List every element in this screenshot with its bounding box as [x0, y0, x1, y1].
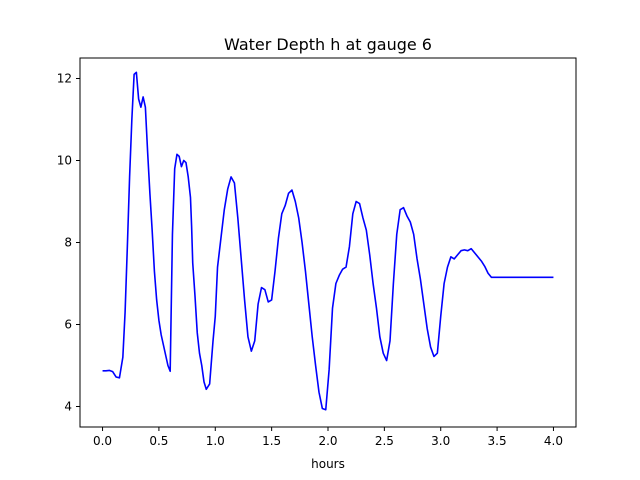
- x-tick-label: 3.5: [488, 434, 507, 448]
- chart-title: Water Depth h at gauge 6: [224, 35, 432, 54]
- x-tick-label: 4.0: [544, 434, 563, 448]
- x-tick-label: 1.0: [206, 434, 225, 448]
- x-axis-label: hours: [311, 457, 345, 471]
- y-tick-label: 8: [64, 236, 72, 250]
- x-tick-label: 1.5: [262, 434, 281, 448]
- y-tick-label: 4: [64, 400, 72, 414]
- series-line-0: [102, 71, 554, 411]
- x-tick-label: 3.0: [431, 434, 450, 448]
- x-tick-label: 0.0: [93, 434, 112, 448]
- y-tick-label: 6: [64, 318, 72, 332]
- x-tick-label: 2.5: [375, 434, 394, 448]
- plot-area: 0.0 0.5 1.0 1.5 2.0 2.5 3.0 3.5 4.0 4 6 8 10 12: [57, 57, 577, 448]
- x-tick-label: 2.0: [318, 434, 337, 448]
- x-tick-label: 0.5: [149, 434, 168, 448]
- y-tick-label: 10: [57, 154, 72, 168]
- y-tick-label: 12: [57, 72, 72, 86]
